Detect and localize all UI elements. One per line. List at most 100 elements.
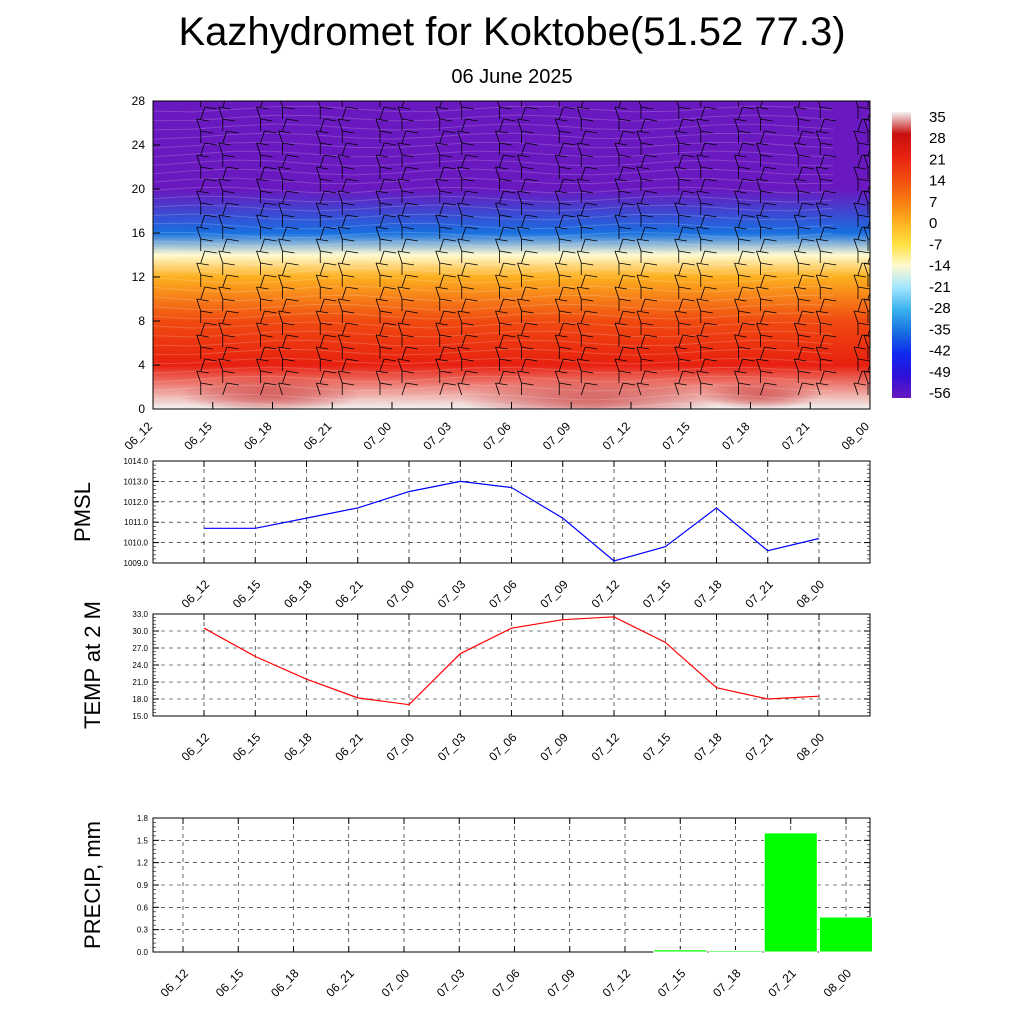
wind-barb [222, 310, 228, 324]
wind-barb-flag [439, 226, 452, 230]
x-tick-label: 07_03 [434, 966, 468, 1000]
wind-barb [738, 322, 743, 336]
contour-line [153, 168, 834, 176]
wind-barb-flag [581, 298, 594, 302]
wind-barb [379, 142, 385, 156]
wind-barb [815, 202, 821, 216]
wind-barb [853, 310, 859, 324]
wind-barb-flag [734, 334, 747, 338]
wind-barb [517, 118, 522, 132]
wind-barb-flag [383, 214, 397, 218]
wind-barb [435, 322, 441, 336]
wind-barb-flag [738, 346, 751, 350]
wind-barb-flag [682, 190, 695, 194]
wind-barb-flag [637, 95, 649, 97]
wind-barb-flag [577, 286, 590, 290]
wind-barb-flag [439, 118, 452, 122]
wind-barb [499, 370, 504, 384]
contour-line [153, 132, 834, 140]
wind-barb [282, 190, 287, 204]
wind-barb-flag [443, 346, 456, 350]
wind-barb-flag [264, 346, 277, 350]
wind-barb [618, 310, 624, 324]
wind-barb [315, 346, 321, 360]
wind-barb [196, 226, 202, 240]
wind-barb [278, 130, 283, 144]
wind-barb-flag [857, 322, 870, 326]
wind-barb-flag [435, 106, 448, 110]
wind-barb [738, 358, 743, 372]
contour-line [153, 204, 834, 212]
wind-barb [696, 298, 702, 312]
wind-barb-flag [383, 106, 397, 110]
wind-barb [863, 118, 869, 132]
wind-barb-flag [375, 262, 389, 266]
wind-barb-flag [563, 106, 576, 110]
wind-barb-flag [375, 118, 389, 122]
wind-barb [260, 101, 263, 108]
wind-barb-flag [559, 130, 572, 134]
wind-barb [315, 382, 321, 396]
pmsl-chart: 1009.0 1010.0 1011.0 1012.0 1013.0 1014.0 06_1… [70, 457, 871, 611]
wind-barb-flag [581, 370, 594, 374]
wind-barb-flag [495, 274, 508, 278]
wind-barb [200, 286, 206, 300]
warm-spot [700, 381, 820, 409]
wind-barb-flag [525, 106, 538, 110]
wind-barb-flag [857, 286, 870, 290]
wind-barb [459, 101, 463, 108]
wind-barb-flag [678, 358, 691, 362]
wind-barb [819, 118, 825, 132]
wind-barb [738, 214, 743, 228]
wind-barb-flag [222, 262, 235, 266]
wind-barb-flag [222, 190, 235, 194]
wind-barb [401, 346, 407, 360]
wind-barb-flag [756, 178, 769, 182]
wind-barb-flag [495, 202, 508, 206]
wind-barb-flag [636, 382, 650, 386]
wind-barb-flag [286, 334, 299, 338]
y-tick-label: 28 [132, 94, 146, 108]
wind-barb [435, 286, 441, 300]
wind-barb [517, 334, 522, 348]
wind-barb-flag [517, 262, 530, 266]
wind-barb-flag [742, 214, 755, 218]
wind-barb [499, 190, 504, 204]
colorbar-label: -42 [929, 343, 951, 360]
x-tick-label: 07_15 [655, 966, 689, 1000]
wind-barb-flag [435, 286, 448, 290]
wind-barb [734, 262, 739, 276]
wind-barb [521, 286, 526, 300]
wind-barb [558, 358, 564, 372]
wind-barb-flag [461, 286, 474, 290]
wind-barb [260, 202, 265, 216]
wind-barb [375, 334, 381, 348]
wind-barb [521, 250, 526, 264]
wind-barb-flag [674, 382, 687, 386]
wind-barb-flag [644, 226, 658, 230]
wind-barb [435, 142, 441, 156]
wind-barb-flag [338, 190, 351, 194]
x-tick-label: 06_12 [179, 730, 213, 764]
wind-barb [819, 226, 825, 240]
wind-barb-flag [282, 142, 295, 146]
y-tick-label: 1.5 [137, 836, 149, 845]
wind-barb-flag [734, 226, 747, 230]
wind-barb-flag [636, 274, 650, 278]
wind-barb-flag [342, 274, 355, 278]
wind-barb-flag [383, 250, 397, 254]
wind-barb-flag [696, 334, 709, 338]
wind-barb [580, 101, 584, 108]
wind-barb [439, 382, 445, 396]
wind-barb-flag [379, 130, 393, 134]
y-tick-label: 1009.0 [124, 559, 149, 568]
wind-barb-flag [338, 118, 351, 122]
wind-barb-flag [640, 142, 654, 146]
wind-barb [793, 358, 799, 372]
wind-barb-flag [756, 358, 769, 362]
wind-barb-flag [704, 322, 717, 326]
wind-barb [558, 178, 564, 192]
wind-barb-flag [559, 346, 572, 350]
wind-barb [401, 130, 407, 144]
wind-barb [580, 130, 586, 144]
